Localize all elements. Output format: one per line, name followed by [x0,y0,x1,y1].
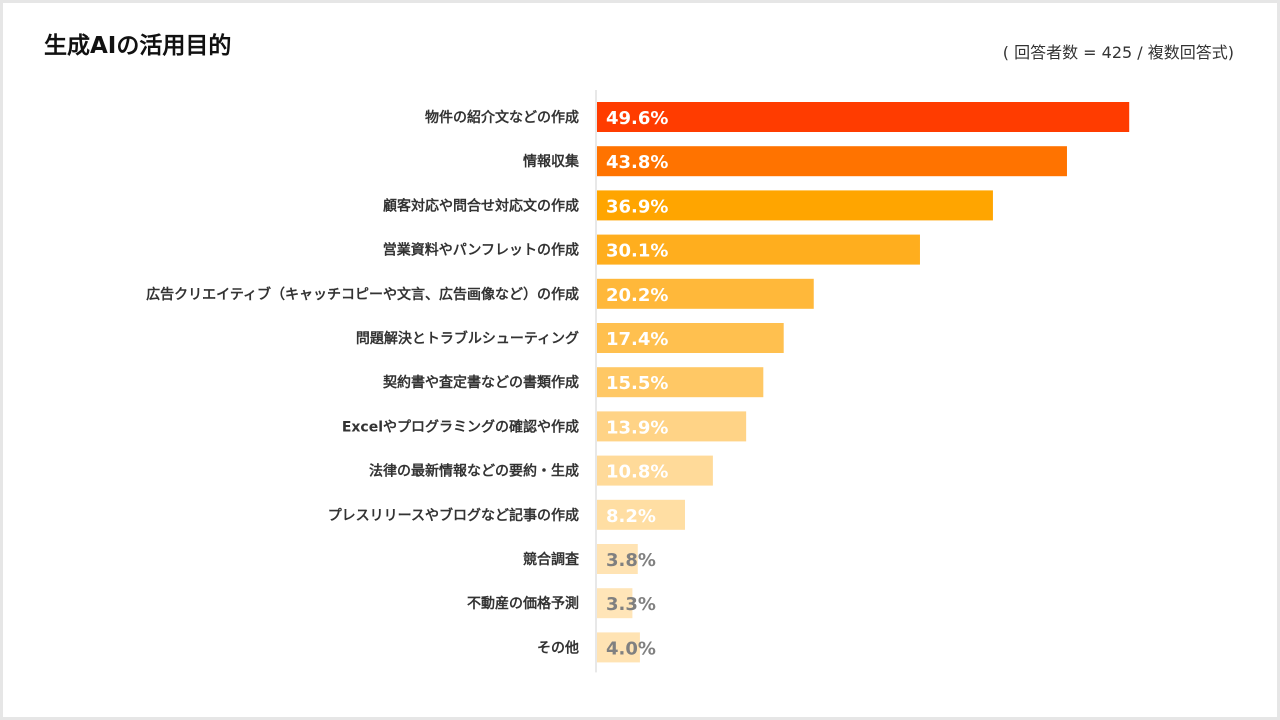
bar [597,234,920,265]
bar [597,544,638,574]
bar [597,411,747,442]
value-label: 17.4% [606,329,668,350]
value-label: 10.8% [606,462,668,483]
bar [597,146,1067,177]
value-label: 3.3% [606,594,656,615]
category-label: Excelやプログラミングの確認や作成 [342,418,579,435]
value-label: 30.1% [606,241,668,262]
bar [597,455,713,486]
bar [597,632,640,663]
category-label: 広告クリエイティブ（キャッチコピーや文言、広告画像など）の作成 [146,286,579,303]
category-label: 法律の最新情報などの要約・生成 [369,463,579,480]
bar [597,102,1130,132]
bar [597,323,784,353]
bar [597,499,685,530]
bar [597,588,633,619]
value-label: 49.6% [606,108,668,129]
value-label: 8.2% [606,506,656,527]
category-label: 不動産の価格予測 [467,595,579,612]
value-label: 3.8% [606,550,656,571]
respondent-note: ( 回答者数 = 425 / 複数回答式) [1002,43,1234,62]
value-label: 15.5% [606,373,668,394]
category-label: その他 [537,639,579,656]
category-label: 契約書や査定書などの書類作成 [382,374,579,391]
category-label: 問題解決とトラブルシューティング [356,330,579,347]
value-label: 36.9% [606,196,668,217]
category-label: 物件の紹介文などの作成 [425,109,579,126]
bar [597,367,764,398]
bar [597,190,993,221]
category-label: 情報収集 [523,153,580,170]
bar [597,278,814,309]
value-label: 43.8% [606,152,668,173]
chart-title: 生成AIの活用目的 [44,33,232,59]
category-label: 営業資料やパンフレットの作成 [383,242,579,259]
category-label: 顧客対応や問合せ対応文の作成 [383,197,579,214]
value-label: 20.2% [606,285,668,306]
value-label: 13.9% [606,417,668,438]
category-label: プレスリリースやブログなど記事の作成 [328,507,579,524]
category-label: 競合調査 [523,551,580,568]
value-label: 4.0% [606,638,656,659]
